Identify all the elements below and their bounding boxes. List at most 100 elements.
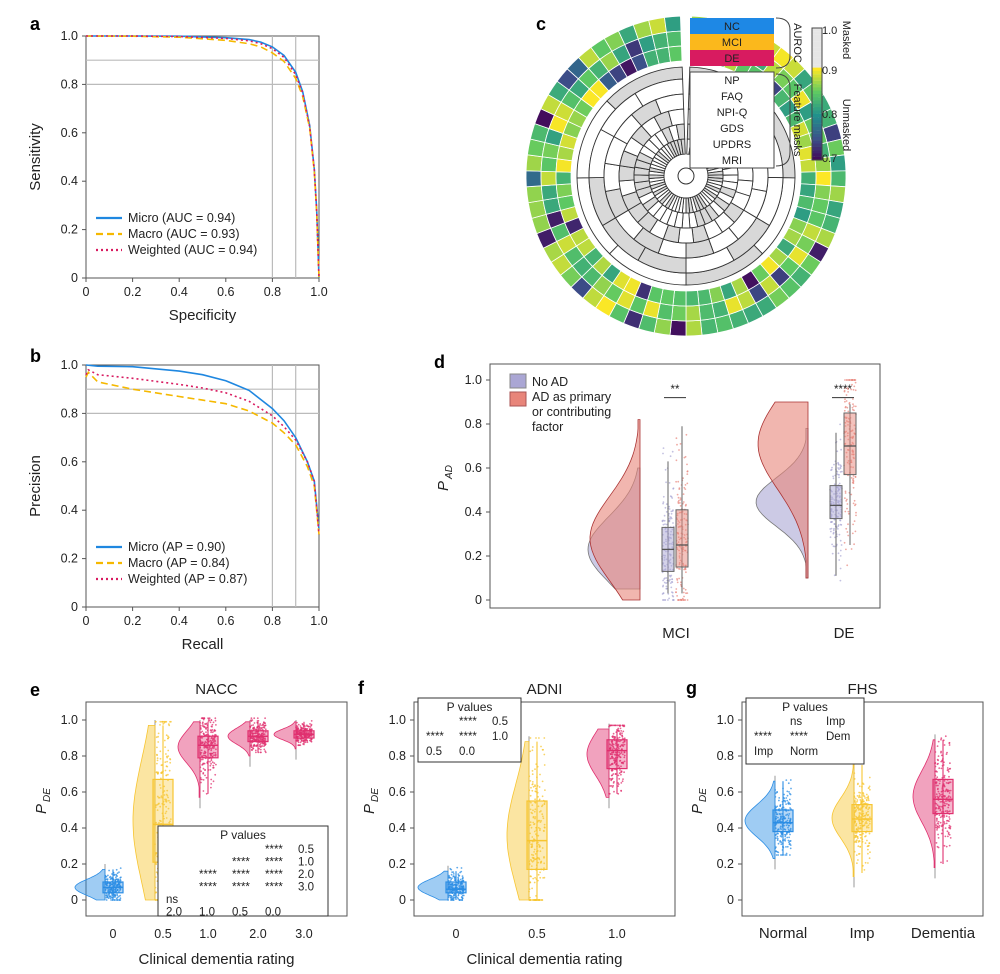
- e-pvalue-cell-3-1: ****: [199, 882, 217, 894]
- g-point: [940, 738, 942, 741]
- colorbar-cell: [812, 150, 822, 154]
- f-point: [539, 821, 542, 823]
- d-point: [669, 582, 672, 584]
- g-point: [862, 800, 865, 803]
- e-pvalue-cell-1-2: ****: [232, 857, 250, 869]
- colorbar-cell: [812, 136, 822, 141]
- d-point: [664, 577, 666, 579]
- d-point: [852, 486, 855, 489]
- f-point: [609, 724, 612, 727]
- e-point: [295, 739, 297, 742]
- auroc-cell: [663, 15, 682, 33]
- f-pvalue-cell-1-1: ****: [459, 731, 477, 743]
- d-point: [839, 423, 841, 426]
- f-pvalue-cell-1-2: 1.0: [492, 731, 508, 743]
- f-point: [531, 781, 534, 783]
- f-point: [619, 760, 621, 762]
- f-point: [452, 899, 455, 901]
- e-point: [199, 740, 202, 743]
- colorbar-cell: [812, 84, 822, 88]
- f-point: [544, 789, 546, 791]
- e-point: [306, 725, 308, 727]
- g-point: [774, 834, 777, 836]
- g-point: [949, 827, 951, 829]
- g-point: [858, 795, 861, 798]
- d-point: [848, 379, 851, 381]
- d-point: [832, 477, 835, 480]
- e-point: [253, 722, 256, 724]
- e-point: [211, 742, 214, 745]
- d-ytick-1: 0.2: [465, 549, 482, 563]
- d-point: [855, 514, 857, 517]
- e-point: [310, 738, 313, 741]
- e-point: [210, 749, 213, 752]
- g-point: [868, 776, 871, 779]
- e-point: [215, 724, 217, 726]
- e-point: [108, 895, 111, 898]
- f-point: [530, 826, 533, 829]
- e-point: [205, 722, 208, 725]
- e-point: [164, 761, 167, 763]
- e-ytick-1: 0.2: [61, 857, 78, 871]
- f-point: [535, 833, 537, 835]
- d-point: [846, 406, 849, 409]
- g-point: [868, 832, 871, 835]
- f-xtick-0: 0: [453, 927, 460, 941]
- e-point: [200, 731, 203, 734]
- d-point: [676, 443, 678, 446]
- d-point: [670, 586, 673, 589]
- e-point: [107, 894, 109, 896]
- d-point: [833, 523, 836, 525]
- colorbar-cell: [812, 113, 822, 118]
- f-point: [612, 773, 615, 775]
- g-point: [777, 842, 780, 845]
- g-point: [936, 758, 939, 761]
- colorbar-cell: [812, 107, 822, 111]
- colorbar-tick-4: 0.7: [822, 153, 837, 165]
- f-pvalue-cell-1-0: ****: [426, 731, 444, 743]
- e-point: [155, 736, 158, 739]
- a-ytick-1: 0.2: [61, 223, 78, 237]
- d-point: [672, 509, 674, 511]
- d-point: [853, 499, 856, 502]
- d-point: [833, 527, 835, 530]
- b-xtick-4: 0.8: [264, 614, 281, 628]
- d-point: [671, 581, 674, 584]
- a-ytick-4: 0.8: [61, 77, 78, 91]
- f-point: [541, 748, 544, 751]
- e-point: [210, 783, 213, 785]
- f-point: [531, 804, 534, 806]
- d-violin-ad-0: [589, 419, 641, 601]
- g-point: [940, 760, 943, 763]
- d-point: [686, 482, 689, 485]
- f-point: [534, 876, 536, 879]
- d-point: [669, 455, 672, 458]
- g-point: [789, 833, 791, 836]
- g-point: [939, 821, 942, 824]
- f-point: [622, 778, 624, 780]
- e-point: [251, 748, 253, 751]
- e-point: [104, 889, 107, 891]
- e-pvalue-cell-2-3: ****: [265, 869, 283, 881]
- e-point: [211, 736, 213, 739]
- g-point: [856, 783, 859, 786]
- f-point: [619, 727, 622, 730]
- f-point: [533, 881, 536, 884]
- e-point: [309, 726, 312, 728]
- e-point: [199, 751, 202, 754]
- d-point: [830, 530, 832, 533]
- e-point: [200, 758, 203, 761]
- e-xlabel: Clinical dementia rating: [139, 951, 295, 968]
- e-point: [165, 817, 168, 819]
- e-point: [159, 720, 162, 723]
- e-point: [252, 724, 255, 726]
- auroc-cell: [671, 304, 687, 322]
- g-point: [948, 775, 950, 778]
- e-point: [210, 762, 213, 765]
- d-point: [839, 567, 842, 570]
- g-point: [780, 833, 783, 836]
- d-point: [852, 502, 855, 505]
- f-point: [613, 790, 615, 793]
- f-violin-0: [417, 870, 449, 901]
- d-point: [845, 394, 848, 396]
